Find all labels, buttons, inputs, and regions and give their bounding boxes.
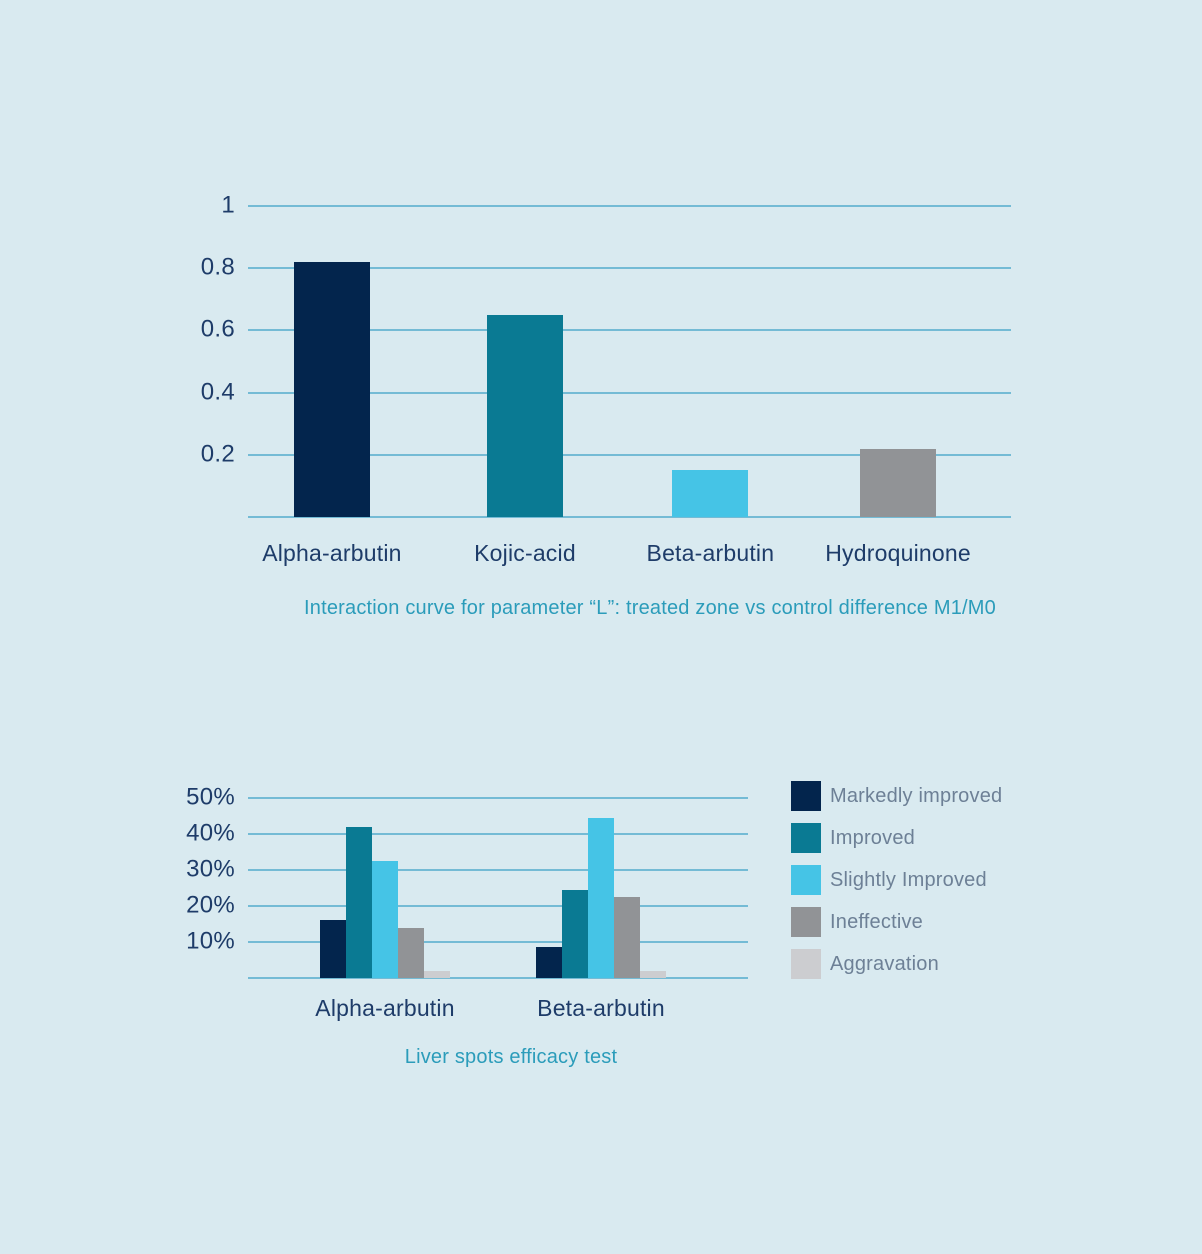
gridline	[248, 329, 1011, 332]
bar-beta-arbutin-improved	[562, 889, 588, 978]
legend-label: Slightly Improved	[830, 868, 987, 891]
legend-item: Improved	[791, 823, 1002, 853]
gridline	[248, 977, 748, 979]
bar-beta-arbutin-aggravation	[640, 970, 666, 978]
y-axis-tick-label: 0.2	[200, 440, 235, 468]
category-label: Beta-arbutin	[537, 995, 665, 1021]
chart2-caption: Liver spots efficacy test	[404, 1046, 618, 1068]
category-label: Alpha-arbutin	[315, 995, 455, 1021]
gridline	[248, 391, 1011, 394]
bar-beta-arbutin	[672, 470, 749, 517]
y-axis-tick-label: 10%	[186, 927, 235, 955]
y-axis-tick-label: 0.8	[200, 253, 235, 281]
bar-hydroquinone	[860, 448, 937, 517]
bar-alpha-arbutin-slightly-improved	[372, 861, 398, 978]
gridline	[248, 941, 748, 943]
chart1-plot-area: 1 0.8 0.6 0.4 0.2	[201, 191, 1011, 518]
legend-label: Aggravation	[830, 952, 939, 975]
chart2-plot-area: 50% 40% 30% 20% 10%	[186, 783, 748, 979]
gridline	[248, 453, 1011, 456]
legend-swatch	[791, 865, 821, 895]
y-axis-tick-label: 1	[221, 191, 235, 219]
legend-label: Improved	[830, 826, 915, 849]
legend-swatch	[791, 781, 821, 811]
legend-swatch	[791, 949, 821, 979]
gridline	[248, 905, 748, 907]
bar-alpha-arbutin-aggravation	[424, 970, 450, 978]
legend-item: Slightly Improved	[791, 865, 1002, 895]
category-label: Kojic-acid	[474, 540, 576, 566]
y-axis-tick-label: 50%	[186, 783, 235, 811]
bar-alpha-arbutin-markedly-improved	[320, 920, 346, 978]
bar-beta-arbutin-slightly-improved	[588, 817, 614, 978]
legend-swatch	[791, 823, 821, 853]
gridline	[248, 516, 1011, 518]
category-label: Beta-arbutin	[646, 540, 775, 566]
y-axis-tick-label: 40%	[186, 819, 235, 847]
bar-beta-arbutin-ineffective	[614, 897, 640, 978]
legend-item: Markedly improved	[791, 781, 1002, 811]
chart2-category-labels: Alpha-arbutin Beta-arbutin	[248, 995, 748, 1025]
legend-swatch	[791, 907, 821, 937]
chart1-caption: Interaction curve for parameter “L”: tre…	[303, 597, 996, 619]
gridline	[248, 833, 748, 835]
bar-alpha-arbutin-improved	[346, 826, 372, 978]
category-label: Hydroquinone	[825, 540, 971, 566]
bar-alpha-arbutin-ineffective	[398, 927, 424, 978]
bar-beta-arbutin-markedly-improved	[536, 947, 562, 978]
gridline	[248, 267, 1011, 270]
legend-item: Ineffective	[791, 907, 1002, 937]
legend-item: Aggravation	[791, 949, 1002, 979]
y-axis-tick-label: 0.4	[200, 378, 235, 406]
y-axis-tick-label: 0.6	[200, 315, 235, 343]
chart1-category-labels: Alpha-arbutin Kojic-acid Beta-arbutin Hydro…	[248, 540, 1011, 570]
gridline	[248, 869, 748, 871]
chart2-legend: Markedly improved Improved Slightly Improv…	[791, 781, 1002, 991]
y-axis-tick-label: 20%	[186, 891, 235, 919]
gridline	[248, 205, 1011, 207]
y-axis-tick-label: 30%	[186, 855, 235, 883]
category-label: Alpha-arbutin	[262, 540, 402, 566]
bar-alpha-arbutin	[293, 261, 370, 517]
bar-kojic-acid	[486, 314, 563, 517]
legend-label: Ineffective	[830, 910, 924, 933]
legend-label: Markedly improved	[830, 784, 1003, 807]
gridline	[248, 797, 748, 799]
